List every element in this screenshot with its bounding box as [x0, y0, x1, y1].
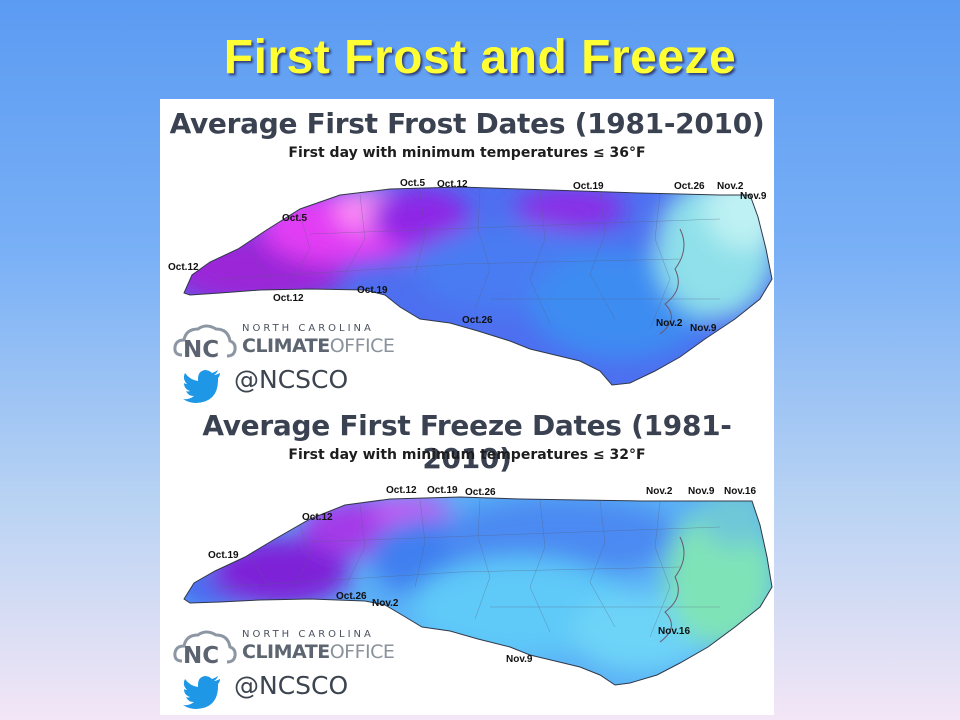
logo-line2: CLIMATEOFFICE: [242, 641, 395, 663]
svg-text:NC: NC: [183, 337, 219, 363]
freeze-label-oct12-west: Oct.12: [302, 512, 333, 523]
frost-map: [183, 186, 773, 386]
freeze-label-nov16-south: Nov.16: [658, 626, 691, 637]
svg-text:NC: NC: [183, 643, 219, 669]
frost-label-nov9-north: Nov.9: [740, 191, 767, 202]
freeze-label-oct26-south: Oct.26: [336, 591, 367, 602]
frost-label-oct26-north: Oct.26: [674, 181, 705, 192]
frost-label-oct19-south: Oct.19: [357, 285, 388, 296]
frost-label-oct19-north: Oct.19: [573, 181, 604, 192]
cloud-nc-icon: NC: [173, 324, 237, 363]
freeze-label-oct26-north: Oct.26: [465, 487, 496, 498]
freeze-label-oct19-north: Oct.19: [427, 485, 458, 496]
frost-label-oct12-north: Oct.12: [437, 179, 468, 190]
frost-label-nov2-north: Nov.2: [717, 181, 744, 192]
frost-label-oct12-south: Oct.12: [273, 293, 304, 304]
freeze-label-nov9-south: Nov.9: [506, 654, 533, 665]
freeze-map: [183, 496, 773, 686]
logo-line1: NORTH CAROLINA: [242, 629, 374, 640]
frost-label-nov2-south: Nov.2: [656, 318, 683, 329]
twitter-bird-icon: [183, 676, 220, 709]
cloud-nc-icon: NC: [173, 630, 237, 669]
frost-label-oct5-west: Oct.5: [282, 213, 308, 224]
logo-line1: NORTH CAROLINA: [242, 323, 374, 334]
frost-label-oct12-west: Oct.12: [168, 262, 199, 273]
climate-figure: Average First Frost Dates (1981-2010) Fi…: [160, 99, 774, 715]
freeze-label-nov16-north: Nov.16: [724, 486, 757, 497]
frost-label-oct26-south: Oct.26: [462, 315, 493, 326]
frost-label-nov9-south: Nov.9: [690, 323, 717, 334]
freeze-label-nov2-south: Nov.2: [372, 598, 399, 609]
freeze-map-subtitle: First day with minimum temperatures ≤ 32…: [288, 447, 646, 463]
freeze-map-panel: Average First Freeze Dates (1981-2010) F…: [160, 407, 774, 715]
slide-title: First Frost and Freeze: [223, 31, 737, 84]
frost-map-title: Average First Frost Dates (1981-2010): [169, 107, 765, 140]
freeze-label-oct19-west: Oct.19: [208, 550, 239, 561]
logo-line2: CLIMATEOFFICE: [242, 335, 395, 357]
freeze-map-title: Average First Freeze Dates (1981-2010): [202, 409, 732, 475]
twitter-bird-icon: [183, 370, 220, 403]
freeze-label-nov2-north: Nov.2: [646, 486, 673, 497]
twitter-handle: @NCSCO: [234, 671, 349, 700]
freeze-label-oct12-north: Oct.12: [386, 485, 417, 496]
frost-label-oct5-north: Oct.5: [400, 178, 426, 189]
frost-map-subtitle: First day with minimum temperatures ≤ 36…: [288, 145, 646, 161]
twitter-handle: @NCSCO: [234, 365, 349, 394]
frost-map-panel: Average First Frost Dates (1981-2010) Fi…: [160, 99, 774, 403]
freeze-label-nov9-north: Nov.9: [688, 486, 715, 497]
